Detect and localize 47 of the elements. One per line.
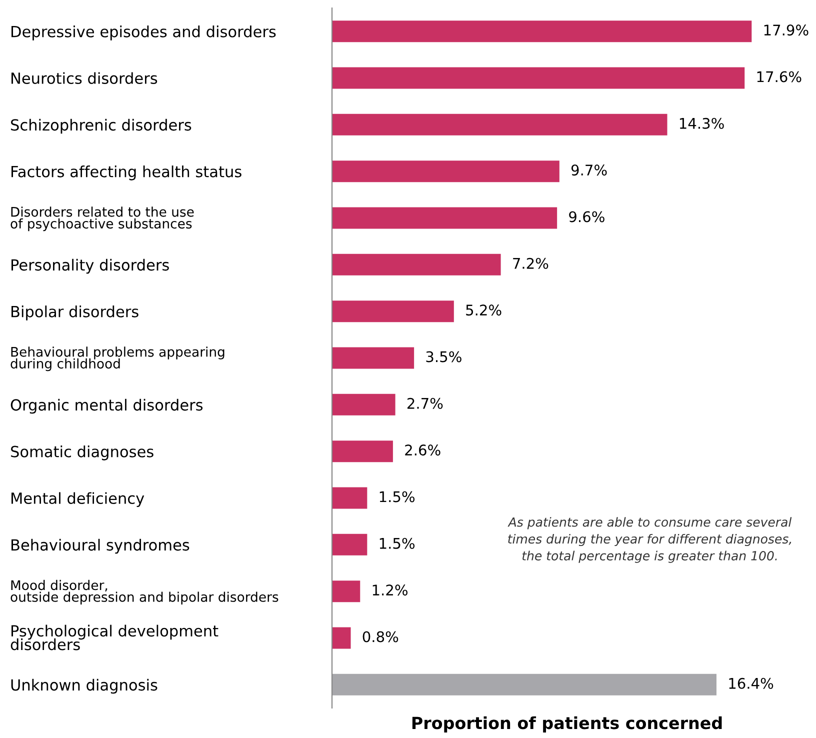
data-label: 17.9% <box>764 24 808 36</box>
y-tick-label: Behavioural syndromes <box>12 538 190 554</box>
y-tick-label: Mood disorder, outside depression and bipolar disorders <box>10 580 278 604</box>
bar <box>332 674 716 696</box>
y-tick-label: Personality disorders <box>12 258 169 274</box>
y-tick-label: Behavioural problems appearing during childhood <box>10 346 224 372</box>
data-label: 1.2% <box>372 584 408 596</box>
data-label: 9.6% <box>569 211 604 222</box>
annotation: As patients are able to consume care several times during the year for different diagnoses, the total percentage is greater than 100. <box>508 517 792 563</box>
y-tick-label: Schizophrenic disorders <box>11 118 192 134</box>
bar <box>332 347 414 369</box>
bar <box>332 20 752 42</box>
data-label: 1.5% <box>380 491 415 502</box>
data-label: 16.4% <box>729 678 774 689</box>
bar <box>332 160 560 182</box>
y-tick-label: Unknown diagnosis <box>11 678 158 694</box>
y-tick-label: Organic mental disorders <box>10 398 203 414</box>
y-tick-label: Somatic diagnoses <box>11 446 154 460</box>
data-label: 2.6% <box>405 444 440 456</box>
data-label: 5.2% <box>466 304 502 316</box>
y-tick-label: Factors affecting health status <box>12 166 242 180</box>
data-label: 1.5% <box>380 538 415 549</box>
y-tick-label: Mental deficiency <box>12 492 144 507</box>
bar <box>332 300 454 322</box>
y-tick-label: Depressive episodes and disorders <box>12 26 276 40</box>
bar <box>332 627 351 649</box>
bar <box>332 534 368 556</box>
bar <box>332 254 501 276</box>
data-label: 0.8% <box>362 631 398 642</box>
data-label: 14.3% <box>680 118 724 129</box>
y-tick-label: Bipolar disorders <box>12 306 138 320</box>
data-label: 2.7% <box>407 398 443 409</box>
bar <box>332 580 360 602</box>
y-tick-label: Disorders related to the use of psychoactive substances <box>10 206 194 232</box>
bar <box>332 487 368 509</box>
bar <box>332 114 668 136</box>
data-label: 17.6% <box>757 71 802 82</box>
data-label: 3.5% <box>426 351 462 362</box>
bar <box>332 394 396 416</box>
bar <box>332 67 745 89</box>
y-tick-label: Psychological development disorders <box>10 624 218 650</box>
data-label: 7.2% <box>513 258 548 269</box>
y-tick-label: Neurotics disorders <box>12 72 158 84</box>
bar <box>332 440 393 462</box>
bar <box>332 207 558 229</box>
x-axis-title: Proportion of patients concerned <box>412 716 722 732</box>
data-label: 9.7% <box>571 164 607 176</box>
